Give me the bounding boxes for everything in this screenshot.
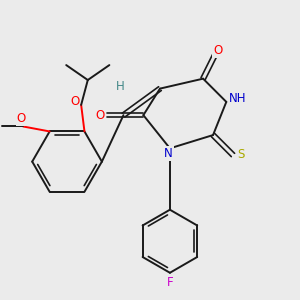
Text: O: O — [213, 44, 223, 57]
Text: O: O — [70, 95, 79, 108]
Text: NH: NH — [229, 92, 247, 105]
Text: F: F — [167, 276, 173, 289]
Text: H: H — [116, 80, 124, 94]
Text: O: O — [17, 112, 26, 125]
Text: O: O — [96, 109, 105, 122]
Text: N: N — [164, 147, 172, 160]
Text: S: S — [238, 148, 245, 161]
